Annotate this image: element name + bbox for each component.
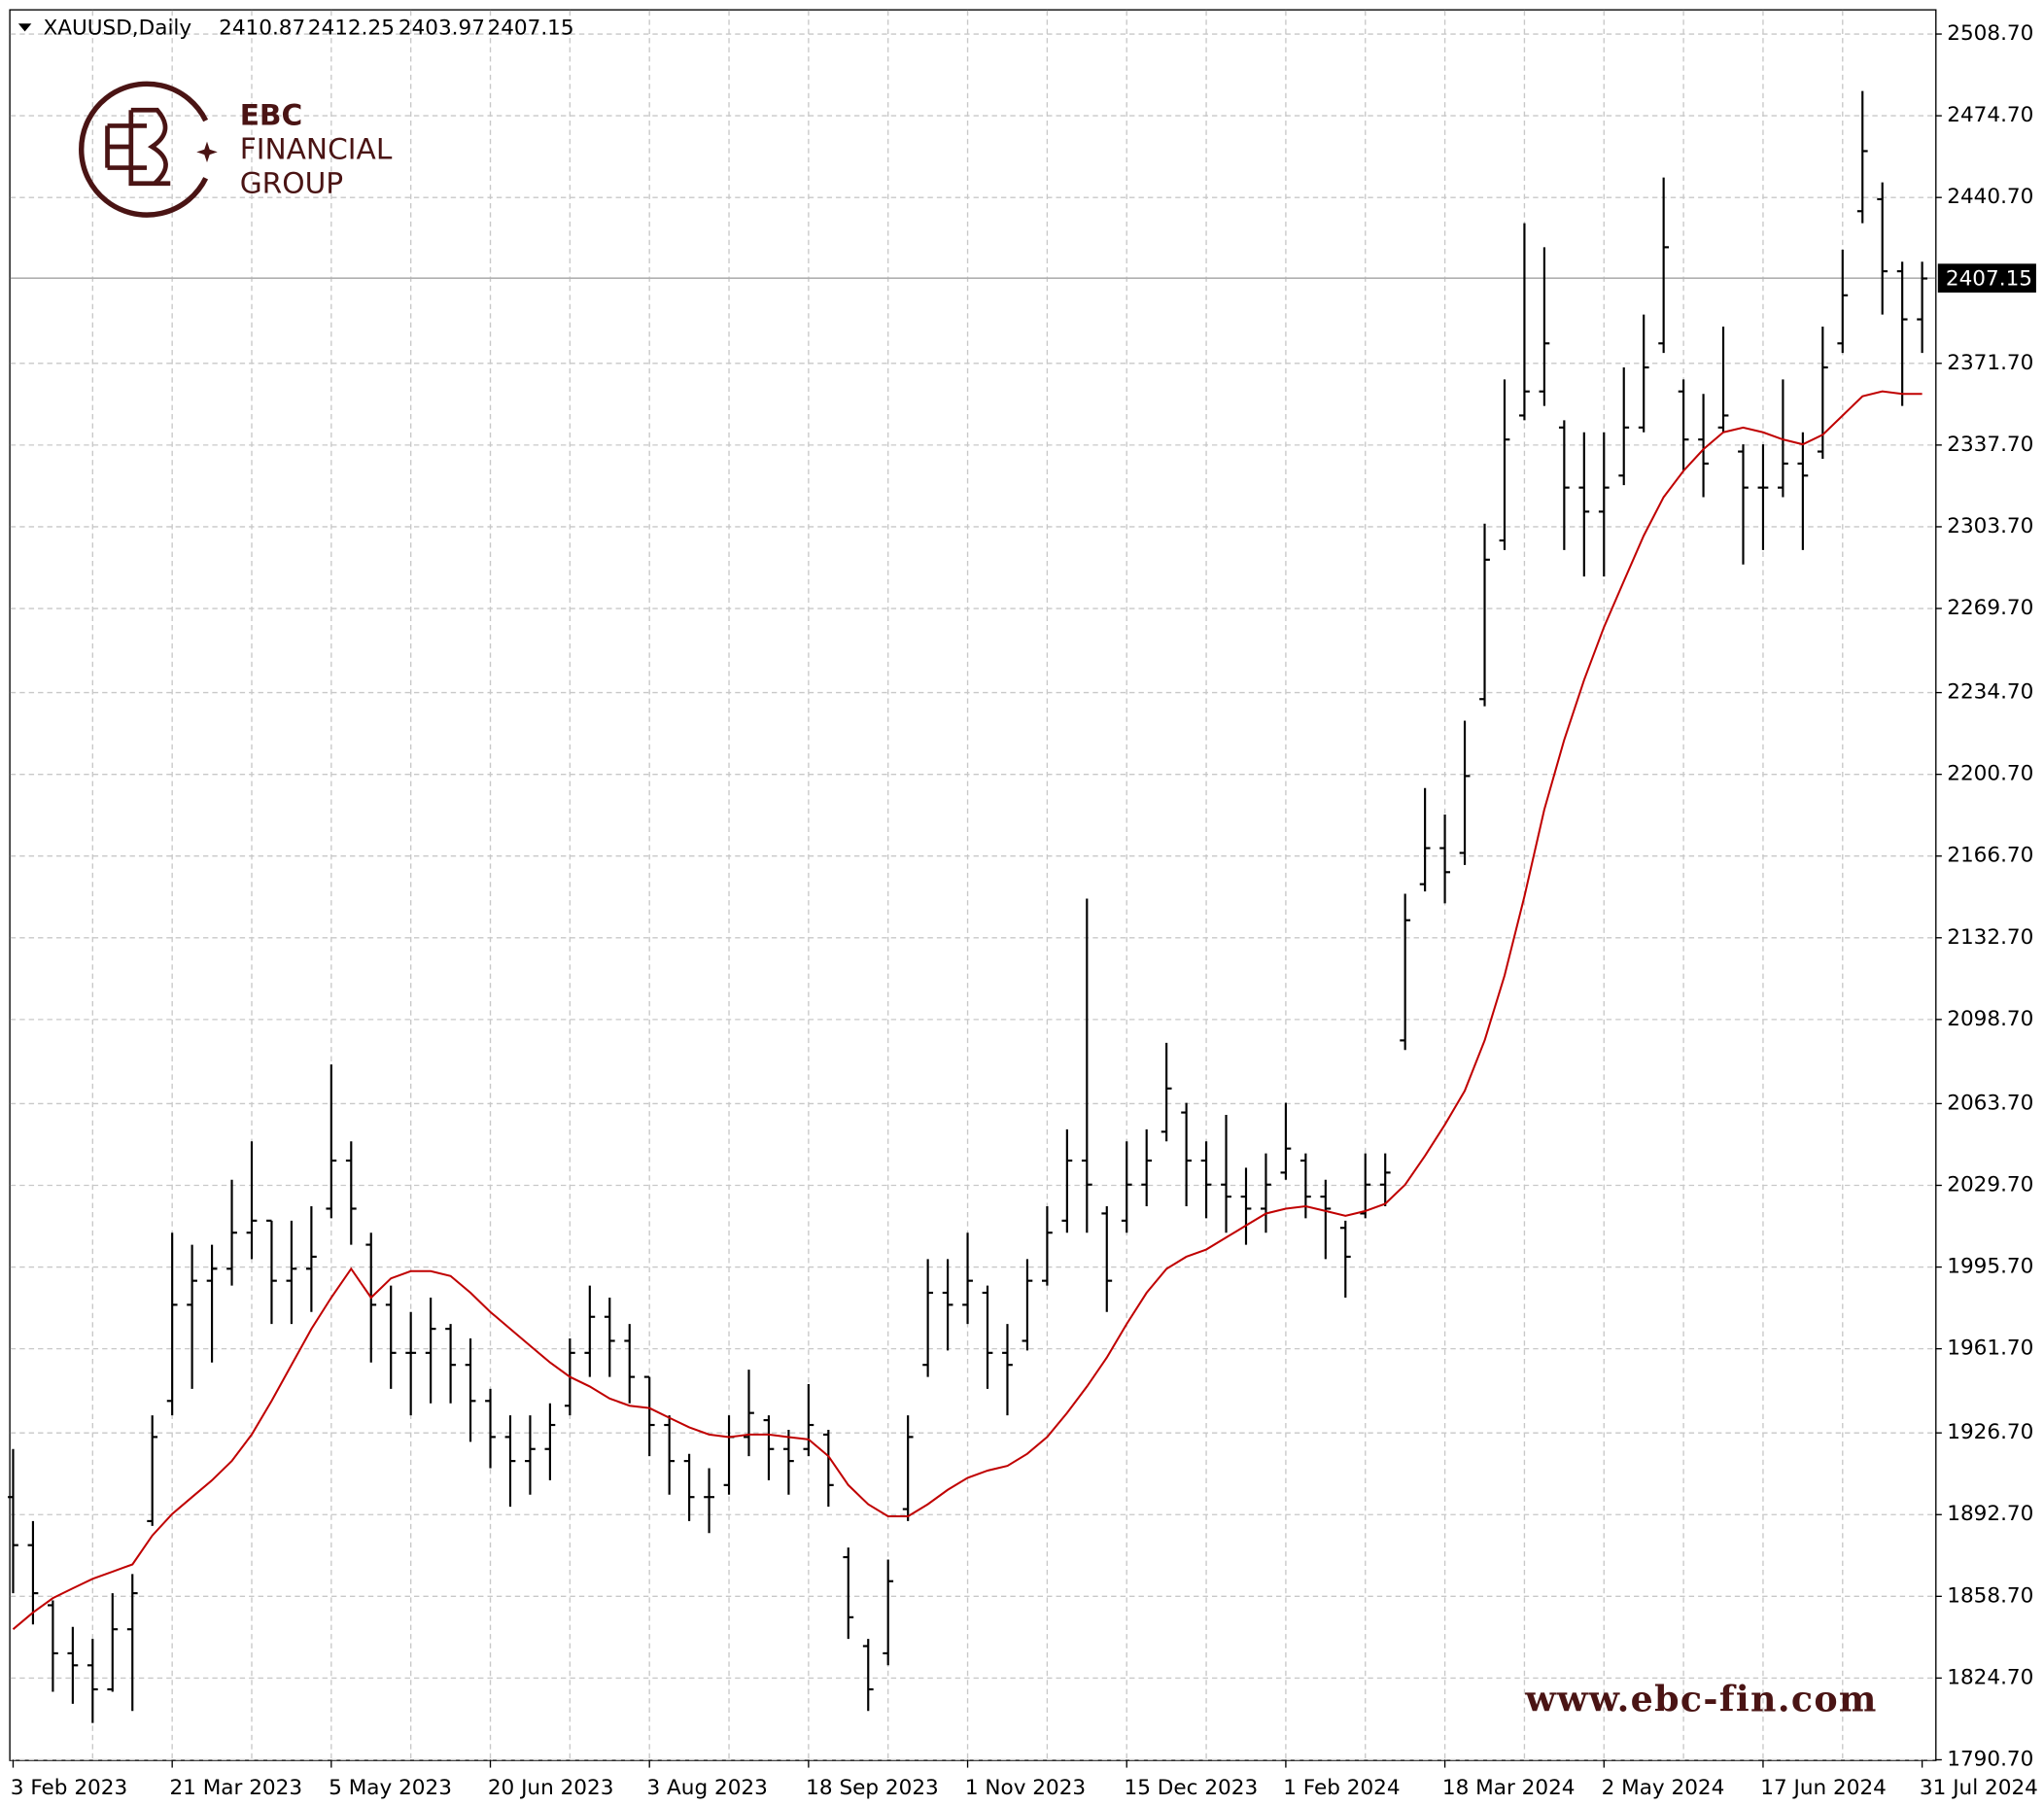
y-tick-label: 1858.70 <box>1947 1583 2033 1608</box>
x-tick-label: 5 May 2023 <box>329 1776 452 1800</box>
y-tick-label: 2063.70 <box>1947 1091 2033 1115</box>
symbol: XAUUSD,Daily <box>43 17 191 41</box>
plot-frame <box>9 9 1937 1761</box>
x-tick-label: 31 Jul 2024 <box>1920 1776 2038 1800</box>
y-tick-label: 1961.70 <box>1947 1336 2033 1361</box>
open-value: 2410.87 <box>219 17 305 41</box>
y-tick-label: 2337.70 <box>1947 433 2033 457</box>
y-tick-label: 2200.70 <box>1947 762 2033 786</box>
x-tick-label: 18 Sep 2023 <box>806 1776 939 1800</box>
x-tick-label: 15 Dec 2023 <box>1125 1776 1259 1800</box>
moving-average <box>12 390 1923 1630</box>
y-tick-label: 2303.70 <box>1947 514 2033 538</box>
y-tick-label: 2132.70 <box>1947 925 2033 950</box>
x-tick-label: 18 Mar 2024 <box>1442 1776 1576 1800</box>
y-tick-label: 1790.70 <box>1947 1747 2033 1771</box>
y-tick-label: 1892.70 <box>1947 1502 2033 1526</box>
website: www.ebc-fin.com <box>1524 1679 1877 1720</box>
logo-star <box>196 141 218 163</box>
x-tick-label: 20 Jun 2023 <box>488 1776 614 1800</box>
y-tick-label: 2508.70 <box>1947 21 2033 46</box>
logo-mark <box>105 107 171 187</box>
logo <box>79 81 218 218</box>
brand-line3: GROUP <box>240 166 343 200</box>
y-tick-label: 2269.70 <box>1947 596 2033 620</box>
y-tick-label: 2098.70 <box>1947 1007 2033 1031</box>
x-tick-label: 1 Nov 2023 <box>965 1776 1086 1800</box>
x-tick-label: 21 Mar 2023 <box>169 1776 302 1800</box>
header: XAUUSD,Daily 2410.87 2412.25 2403.97 240… <box>17 17 574 41</box>
y-tick-label: 2440.70 <box>1947 185 2033 209</box>
y-tick-label: 1926.70 <box>1947 1420 2033 1444</box>
y-tick-label: 2029.70 <box>1947 1172 2033 1197</box>
current-price-box <box>1937 263 2036 293</box>
brand-line2: FINANCIAL <box>240 132 393 166</box>
y-tick-label: 2234.70 <box>1947 680 2033 705</box>
menu-arrow[interactable] <box>17 23 32 32</box>
y-tick-label: 2371.70 <box>1947 351 2033 375</box>
x-tick-label: 1 Feb 2024 <box>1283 1776 1400 1800</box>
y-tick-label: 2474.70 <box>1947 103 2033 127</box>
close-value: 2407.15 <box>487 17 573 41</box>
low-value: 2403.97 <box>398 17 485 41</box>
x-tick-label: 17 Jun 2024 <box>1760 1776 1887 1800</box>
x-tick-label: 3 Aug 2023 <box>647 1776 768 1800</box>
current-price-label: 2407.15 <box>1946 266 2032 291</box>
y-tick-label: 1824.70 <box>1947 1665 2033 1689</box>
x-tick-label: 3 Feb 2023 <box>11 1776 127 1800</box>
y-tick-label: 2166.70 <box>1947 844 2033 868</box>
x-tick-label: 2 May 2024 <box>1602 1776 1725 1800</box>
y-tick-label: 1995.70 <box>1947 1255 2033 1279</box>
logo-ring <box>79 81 209 218</box>
brand-line1: EBC <box>240 97 303 131</box>
high-value: 2412.25 <box>308 17 395 41</box>
grid <box>10 10 1936 1761</box>
